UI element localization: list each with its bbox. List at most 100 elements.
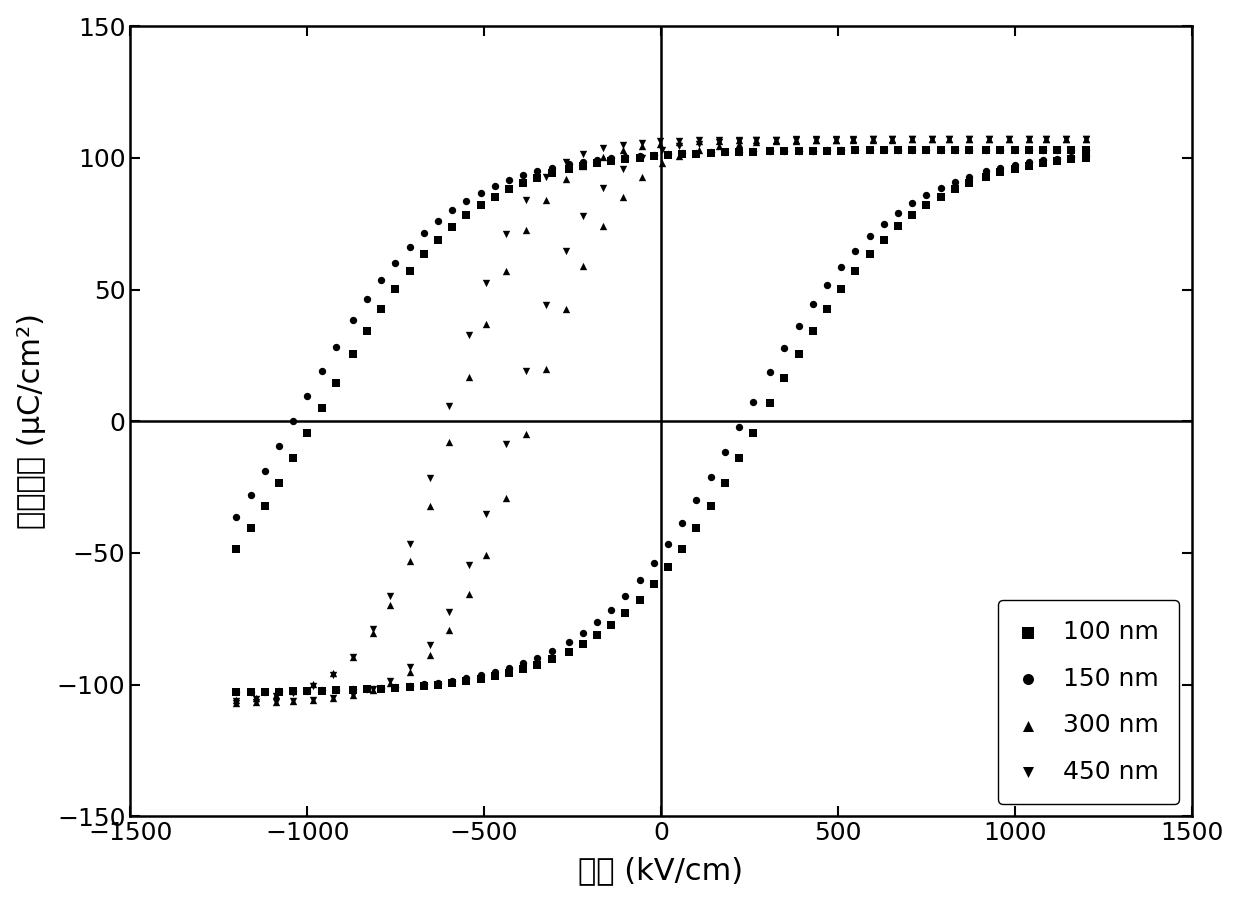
Point [573, 159, 593, 173]
Point [789, 143, 808, 158]
Point [650, 134, 670, 149]
150 nm [888, 206, 908, 220]
Point [729, 133, 749, 147]
Point [283, 686, 303, 700]
300 nm [709, 139, 729, 153]
300 nm [379, 676, 399, 690]
450 nm [863, 133, 883, 147]
150 nm [644, 556, 663, 570]
300 nm [1019, 133, 1039, 147]
150 nm [658, 537, 678, 551]
Point [573, 155, 593, 170]
150 nm [326, 683, 346, 697]
100 nm [1075, 151, 1095, 165]
Point [789, 143, 808, 158]
300 nm [303, 693, 322, 707]
450 nm [632, 151, 652, 165]
Point [324, 667, 343, 682]
X-axis label: 电场 (kV/cm): 电场 (kV/cm) [578, 856, 744, 886]
Point [1075, 143, 1095, 157]
300 nm [459, 587, 479, 602]
150 nm [672, 516, 692, 530]
300 nm [883, 133, 903, 147]
450 nm [613, 162, 632, 177]
Point [644, 148, 663, 162]
150 nm [976, 164, 996, 179]
100 nm [789, 347, 808, 362]
100 nm [743, 426, 763, 440]
450 nm [746, 133, 766, 148]
Point [670, 135, 689, 150]
Point [343, 313, 363, 327]
Point [786, 133, 806, 147]
450 nm [670, 139, 689, 153]
Point [775, 144, 795, 159]
100 nm [804, 324, 823, 338]
Point [500, 182, 520, 197]
Point [471, 198, 491, 212]
450 nm [363, 682, 383, 696]
Point [630, 151, 650, 165]
150 nm [311, 683, 331, 697]
Point [371, 272, 391, 287]
Point [888, 143, 908, 158]
Point [324, 667, 343, 681]
300 nm [516, 428, 536, 442]
Point [556, 155, 575, 170]
300 nm [439, 622, 459, 637]
Point [613, 138, 632, 152]
Point [459, 370, 479, 384]
100 nm [371, 682, 391, 696]
Point [255, 464, 275, 478]
150 nm [343, 682, 363, 696]
300 nm [960, 133, 980, 147]
300 nm [227, 695, 247, 710]
150 nm [931, 180, 951, 195]
Point [916, 143, 936, 157]
Point [863, 133, 883, 147]
Point [399, 554, 419, 568]
Point [527, 170, 547, 185]
Point [1004, 143, 1024, 157]
150 nm [255, 685, 275, 699]
450 nm [324, 691, 343, 705]
450 nm [556, 244, 575, 258]
100 nm [471, 672, 491, 686]
300 nm [593, 218, 613, 233]
300 nm [689, 143, 709, 157]
Point [804, 143, 823, 158]
Point [1055, 133, 1075, 147]
Point [357, 324, 377, 338]
300 nm [283, 694, 303, 708]
Point [650, 137, 670, 152]
150 nm [729, 419, 749, 434]
100 nm [831, 282, 851, 297]
100 nm [573, 637, 593, 651]
Point [991, 143, 1011, 157]
100 nm [903, 207, 923, 222]
100 nm [1048, 153, 1068, 168]
Point [227, 541, 247, 556]
Point [326, 340, 346, 354]
100 nm [542, 652, 562, 667]
Point [980, 133, 999, 147]
450 nm [652, 143, 672, 158]
Point [766, 133, 786, 147]
Point [1061, 143, 1081, 157]
450 nm [303, 693, 322, 707]
Point [379, 589, 399, 603]
Point [247, 692, 267, 706]
100 nm [931, 189, 951, 204]
Point [687, 146, 707, 161]
100 nm [615, 606, 635, 621]
300 nm [903, 133, 923, 147]
100 nm [846, 263, 866, 278]
100 nm [672, 541, 692, 556]
Point [343, 650, 363, 665]
100 nm [991, 165, 1011, 179]
100 nm [817, 302, 837, 317]
Point [476, 275, 496, 290]
450 nm [379, 674, 399, 688]
Point [775, 143, 795, 158]
100 nm [976, 170, 996, 184]
